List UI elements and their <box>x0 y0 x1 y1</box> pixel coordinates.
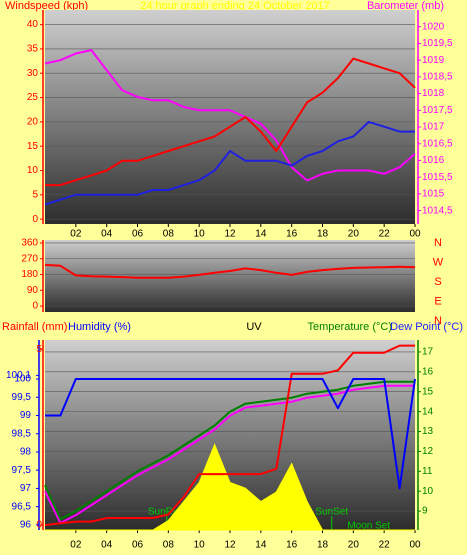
series-line <box>45 57 416 187</box>
chart-title: 24 hour graph ending 24 October 2017 <box>140 0 330 12</box>
direction-label: S <box>434 276 441 288</box>
event-label: SunSet <box>315 507 348 518</box>
event-label: Moon Set <box>347 521 390 532</box>
x-tick-label: 08 <box>163 229 175 240</box>
x-tick-label: 16 <box>286 229 298 240</box>
y2-tick-label: 1018 <box>422 88 445 99</box>
humidity-tick-label: 97,5 <box>12 465 32 476</box>
y2-tick-label: 9 <box>422 506 428 517</box>
humidity-tick-label: 96,5 <box>12 501 32 512</box>
uv-area <box>45 443 415 531</box>
uv-title: UV <box>246 321 262 333</box>
x-tick-label: 02 <box>70 229 82 240</box>
dew-point-axis-title: Dew Point (°C) <box>390 321 463 333</box>
x-tick-label: 02 <box>70 540 82 551</box>
y-tick-label: 180 <box>21 269 38 280</box>
x-tick-label: 14 <box>255 540 267 551</box>
y-tick-label: 40 <box>27 19 39 30</box>
humidity-axis-title: Humidity (%) <box>68 321 131 333</box>
x-tick-label: 16 <box>286 540 298 551</box>
y2-tick-label: 12 <box>422 446 434 457</box>
x-tick-label: 12 <box>224 229 236 240</box>
y-tick-label: 5 <box>32 189 38 200</box>
y2-tick-label: 10 <box>422 486 434 497</box>
x-tick-label: 06 <box>132 229 144 240</box>
x-tick-label: 06 <box>132 540 144 551</box>
x-tick-label: 18 <box>317 540 329 551</box>
x-tick-label: 04 <box>101 540 113 551</box>
humidity-tick-label: 97 <box>20 483 32 494</box>
temperature-axis-title: Temperature (°C) <box>308 321 392 333</box>
direction-label: N <box>434 237 442 249</box>
y-tick-label: 360 <box>21 238 38 249</box>
y2-tick-label: 16 <box>422 366 434 377</box>
y-tick-label: 35 <box>27 44 39 55</box>
x-tick-label: 00 <box>409 229 421 240</box>
x-tick-label: 20 <box>348 229 360 240</box>
y2-tick-label: 13 <box>422 426 434 437</box>
series-line <box>44 384 415 524</box>
plot-area <box>45 10 415 224</box>
y2-tick-label: 17 <box>422 347 434 358</box>
humidity-tick-label: 99,5 <box>12 392 32 403</box>
y-tick-label: 10 <box>27 165 39 176</box>
y2-tick-label: 1019 <box>422 55 445 66</box>
x-tick-label: 10 <box>194 229 206 240</box>
x-tick-label: 04 <box>101 229 113 240</box>
y2-tick-label: 14 <box>422 406 434 417</box>
humidity-tick-label: 100 <box>14 374 31 385</box>
series-line <box>44 380 415 521</box>
y-tick-label: 0 <box>32 301 38 312</box>
y2-tick-label: 1016 <box>422 155 445 166</box>
x-tick-label: 22 <box>379 229 391 240</box>
y2-tick-label: 1015,5 <box>422 172 453 183</box>
series-line <box>44 263 416 279</box>
x-tick-label: 18 <box>317 229 329 240</box>
y-tick-label: 25 <box>27 92 39 103</box>
y-tick-label: 90 <box>27 285 39 296</box>
wind-axis-title: Windspeed (kph) <box>5 0 88 12</box>
y2-tick-label: 1015 <box>422 189 445 200</box>
y-tick-label: 30 <box>27 68 39 79</box>
direction-label: E <box>434 295 441 307</box>
series-line <box>45 378 416 490</box>
y-tick-label: 15 <box>27 141 39 152</box>
humidity-tick-label: 99 <box>20 410 32 421</box>
event-label: SunRise <box>148 507 186 518</box>
series-line <box>44 344 415 527</box>
series-line <box>44 49 416 182</box>
y-tick-label: 270 <box>21 253 38 264</box>
direction-label: W <box>433 256 444 268</box>
y2-tick-label: 11 <box>422 466 433 477</box>
series-line <box>44 120 415 206</box>
y2-tick-label: 1014,5 <box>422 205 453 216</box>
y-tick-label: 20 <box>27 117 39 128</box>
y2-tick-label: 15 <box>422 386 434 397</box>
humidity-tick-label: 100,1 <box>6 370 31 381</box>
humidity-tick-label: 96 <box>20 520 32 531</box>
humidity-tick-label: 98,5 <box>12 428 32 439</box>
y-tick-label: 0 <box>36 520 42 531</box>
y2-tick-label: 1018,5 <box>422 72 453 83</box>
y-tick-label: 5 <box>36 344 42 355</box>
humidity-tick-label: 98 <box>20 447 32 458</box>
y2-tick-label: 1017,5 <box>422 105 453 116</box>
x-tick-label: 22 <box>379 540 391 551</box>
y2-tick-label: 1019,5 <box>422 38 453 49</box>
y2-tick-label: 1020 <box>422 21 445 32</box>
rain-axis-title: Rainfall (mm) <box>2 321 67 333</box>
y-tick-label: 0 <box>32 214 38 225</box>
y2-tick-label: 1016,5 <box>422 138 453 149</box>
direction-label: N <box>434 315 442 327</box>
x-tick-label: 14 <box>255 229 267 240</box>
x-tick-label: 20 <box>348 540 360 551</box>
x-tick-label: 10 <box>194 540 206 551</box>
x-tick-label: 08 <box>163 540 175 551</box>
x-tick-label: 00 <box>409 540 421 551</box>
y2-tick-label: 1017 <box>422 122 445 133</box>
x-tick-label: 12 <box>224 540 236 551</box>
barometer-axis-title: Barometer (mb) <box>367 0 444 12</box>
